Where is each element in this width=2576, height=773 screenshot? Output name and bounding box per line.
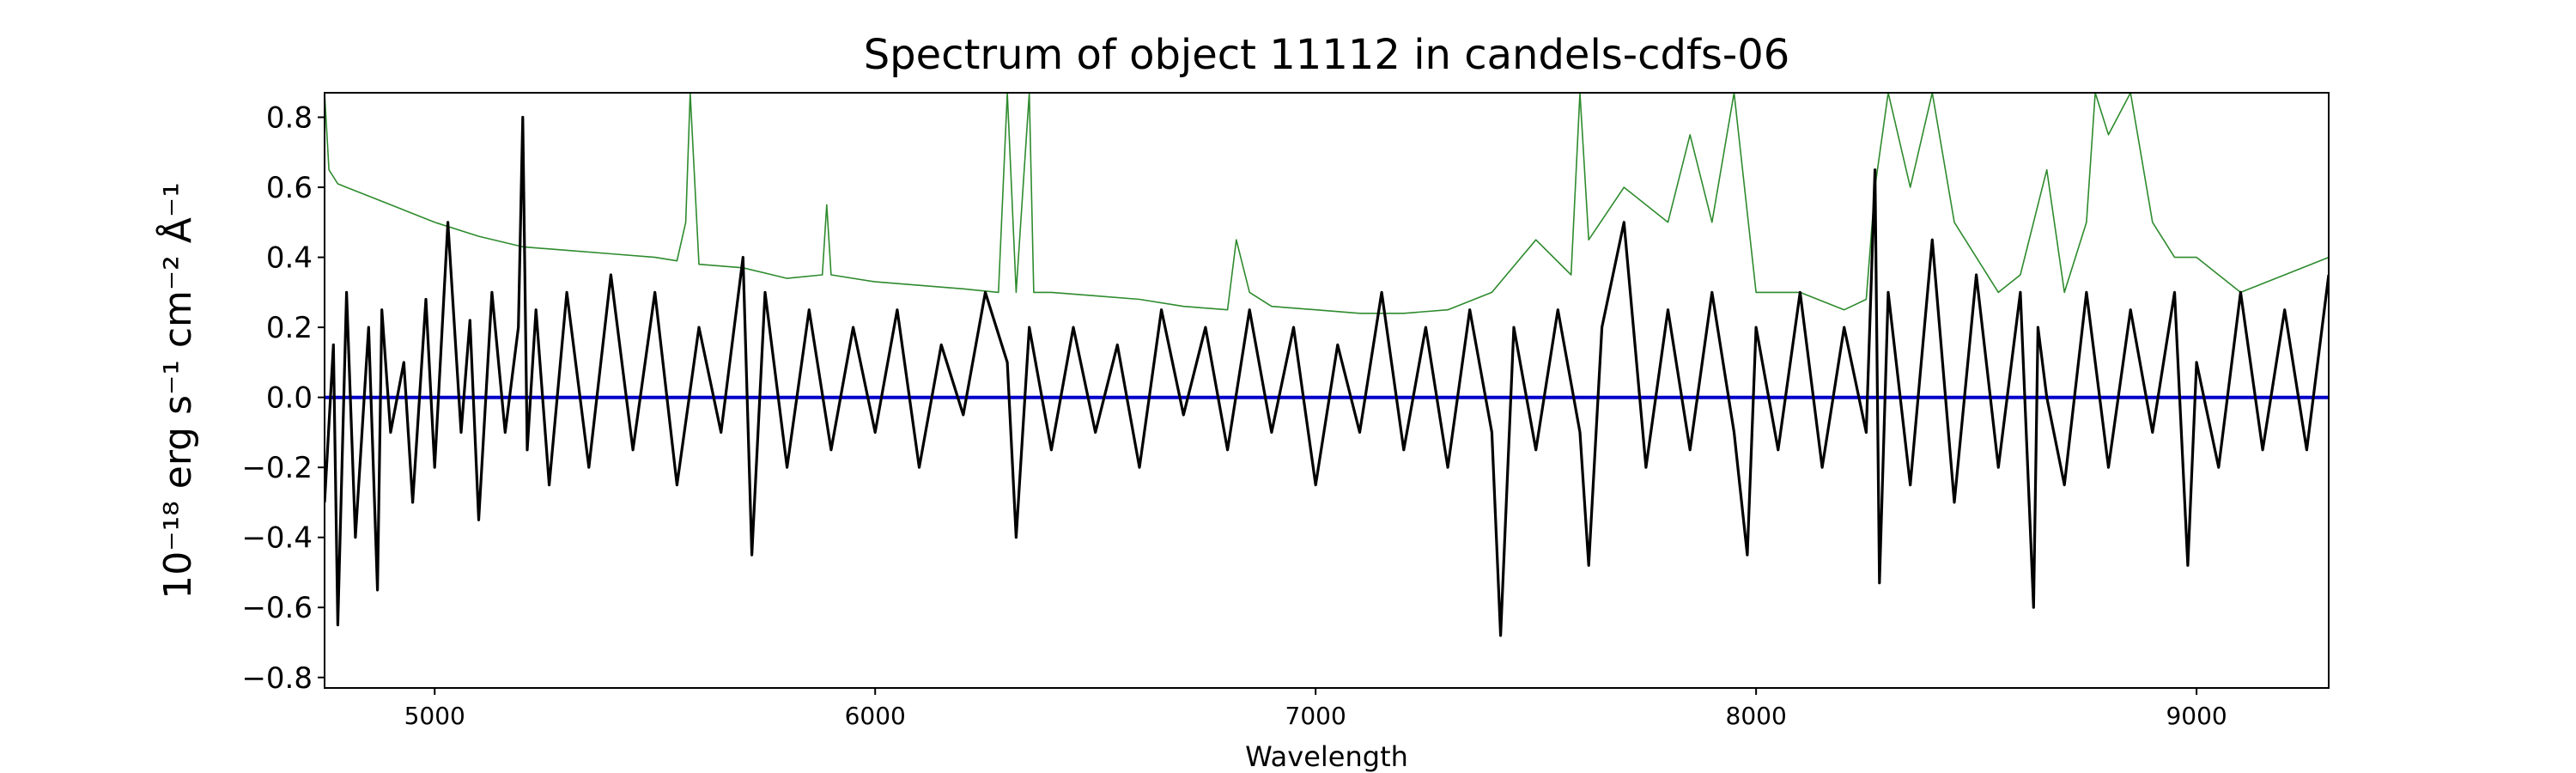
x-axis-ticks: 5000 6000 7000 8000 9000 bbox=[404, 688, 2227, 730]
plot-frame bbox=[324, 92, 2330, 689]
y-tick-label: 0.2 bbox=[266, 311, 313, 345]
y-axis-label: 10⁻¹⁸ erg s⁻¹ cm⁻² Å⁻¹ bbox=[155, 182, 200, 599]
y-axis-ticks: −0.8 −0.6 −0.4 −0.2 0.0 0.2 0.4 0.6 0.8 bbox=[241, 101, 325, 696]
y-tick-label: 0.6 bbox=[266, 171, 313, 205]
error-spectrum-line bbox=[325, 93, 2329, 314]
flux-spectrum-line bbox=[325, 115, 2329, 637]
y-tick-label: −0.4 bbox=[241, 521, 313, 556]
x-tick-label: 8000 bbox=[1726, 702, 1787, 730]
x-tick-label: 6000 bbox=[845, 702, 906, 730]
x-axis-label: Wavelength bbox=[1245, 740, 1408, 773]
x-tick-label: 5000 bbox=[404, 702, 465, 730]
y-tick-label: −0.2 bbox=[241, 451, 313, 485]
chart-title: Spectrum of object 11112 in candels-cdfs… bbox=[864, 31, 1790, 79]
y-tick-label: −0.8 bbox=[241, 661, 313, 696]
y-tick-label: 0.8 bbox=[266, 101, 313, 136]
y-tick-label: 0.4 bbox=[266, 241, 313, 276]
y-tick-label: 0.0 bbox=[266, 381, 313, 416]
x-tick-label: 9000 bbox=[2166, 702, 2227, 730]
x-tick-label: 7000 bbox=[1285, 702, 1346, 730]
y-tick-label: −0.6 bbox=[241, 591, 313, 625]
series-lines bbox=[325, 93, 2329, 637]
